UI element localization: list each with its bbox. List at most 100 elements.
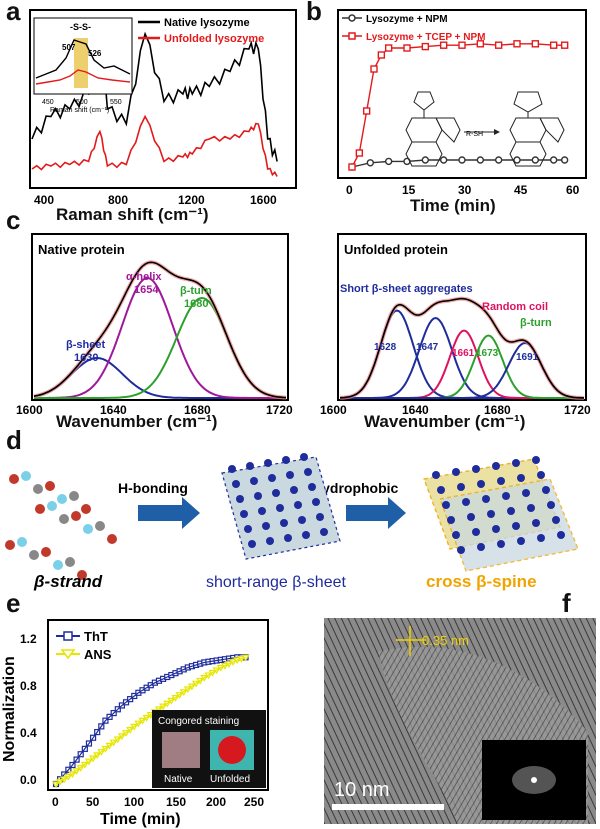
e-xtick-200: 200 bbox=[206, 795, 226, 809]
a-xtick-400: 400 bbox=[34, 193, 54, 207]
panel-a-chart: -S-S- 507 526 450 500 550 Raman shift (c… bbox=[29, 9, 297, 207]
panel-e-chart: ThT ANS Congored staining Native Unfolde… bbox=[1, 619, 269, 828]
unfolded-lysozyme-spectrum bbox=[31, 114, 278, 177]
inset-peak-526: 526 bbox=[88, 49, 102, 58]
strand-atom bbox=[29, 550, 39, 560]
e-xtick-250: 250 bbox=[244, 795, 264, 809]
tcep-npm-point bbox=[348, 163, 356, 171]
cl-xtick-1680: 1680 bbox=[184, 403, 211, 417]
strand-atom bbox=[77, 570, 87, 580]
npm-reaction-scheme bbox=[405, 91, 565, 167]
panel-c-left-chart: Native protein α-helix 1654 β-turn 1680 … bbox=[31, 233, 289, 401]
strand-atom bbox=[53, 560, 63, 570]
unfolded-stain-label: Unfolded bbox=[210, 774, 250, 785]
spine-atom bbox=[482, 495, 490, 503]
b-xtick-45: 45 bbox=[514, 183, 528, 197]
sheet-atom bbox=[236, 495, 244, 503]
hydrophobic-arrow bbox=[346, 497, 406, 529]
panel-c-left-xticks: 1600 1640 1680 1720 bbox=[16, 403, 293, 417]
strand-atom bbox=[41, 547, 51, 557]
spine-atom bbox=[547, 501, 555, 509]
npm-point bbox=[384, 157, 393, 166]
tcep-npm-point bbox=[384, 44, 393, 52]
legend-tht-label: ThT bbox=[84, 629, 108, 644]
spine-atom bbox=[437, 486, 445, 494]
a-xtick-1200: 1200 bbox=[178, 193, 205, 207]
npm-point bbox=[458, 156, 466, 164]
native-stain-square bbox=[162, 732, 200, 768]
hydrophobic-label: Hydrophobic bbox=[312, 480, 399, 496]
sheet-atom bbox=[258, 507, 266, 515]
beta-sheet-value: 1630 bbox=[74, 352, 98, 364]
panel-c-right-xticks: 1600 1640 1680 1720 bbox=[320, 403, 591, 417]
spine-atom bbox=[467, 513, 475, 521]
legend-native-label: Native lysozyme bbox=[164, 17, 250, 29]
spine-atom bbox=[557, 531, 565, 539]
scale-bar bbox=[332, 804, 444, 810]
spine-atom bbox=[452, 468, 460, 476]
tcep-npm-point bbox=[476, 40, 485, 48]
component-peak-1654 bbox=[34, 276, 286, 399]
sheet-atom bbox=[308, 483, 316, 491]
strand-atom bbox=[21, 471, 31, 481]
cr-xtick-1600: 1600 bbox=[320, 403, 347, 417]
spine-atom bbox=[497, 540, 505, 548]
sheet-atom bbox=[294, 501, 302, 509]
inset-unfolded-curve bbox=[35, 69, 131, 85]
b-xtick-0: 0 bbox=[346, 183, 353, 197]
strand-atom bbox=[95, 521, 105, 531]
sheet-atom bbox=[246, 462, 254, 470]
strand-atom bbox=[81, 504, 91, 514]
legend-npm-label: Lysozyme + NPM bbox=[366, 14, 448, 25]
alpha-helix-label: α-helix bbox=[126, 271, 162, 283]
inset-tick-550: 550 bbox=[110, 99, 122, 106]
strand-atom bbox=[65, 557, 75, 567]
cross-spine-plane-2 bbox=[439, 478, 579, 572]
spine-atom bbox=[527, 504, 535, 512]
sheet-atom bbox=[316, 513, 324, 521]
short-range-sheet-caption: short-range β-sheet bbox=[206, 574, 346, 591]
unfolded-beta-turn-label: β-turn bbox=[520, 317, 552, 329]
inset-peak-507: 507 bbox=[62, 43, 76, 52]
npm-point bbox=[560, 156, 569, 164]
disulfide-band bbox=[74, 38, 88, 88]
beta-turn-value: 1680 bbox=[184, 298, 208, 310]
e-xtick-150: 150 bbox=[166, 795, 186, 809]
tcep-npm-point bbox=[549, 41, 558, 49]
peak-1673: 1673 bbox=[476, 348, 499, 359]
npm-point bbox=[549, 156, 558, 164]
short-range-sheet-chains bbox=[228, 453, 328, 548]
tcep-npm-line bbox=[351, 43, 565, 168]
panel-b-chart: Lysozyme + NPM Lysozyme + TCEP + NPM R-S… bbox=[337, 9, 587, 197]
a-xtick-800: 800 bbox=[108, 193, 128, 207]
spine-atom bbox=[512, 459, 520, 467]
sheet-atom bbox=[276, 504, 284, 512]
sheet-atom bbox=[272, 489, 280, 497]
npm-point bbox=[494, 156, 503, 164]
sheet-atom bbox=[250, 477, 258, 485]
peak-1661: 1661 bbox=[452, 348, 475, 359]
spine-atom bbox=[457, 483, 465, 491]
spine-atom bbox=[502, 492, 510, 500]
panel-e-ylabel: Normalization bbox=[1, 656, 18, 762]
npm-point bbox=[366, 159, 375, 167]
legend-npm-marker bbox=[348, 14, 356, 22]
spine-atom bbox=[452, 531, 460, 539]
spine-atom bbox=[497, 477, 505, 485]
strand-atom bbox=[35, 504, 45, 514]
tcep-npm-point bbox=[355, 149, 364, 157]
h-bonding-label: H-bonding bbox=[118, 480, 188, 496]
strand-atom bbox=[45, 481, 55, 491]
npm-point bbox=[531, 156, 540, 164]
npm-point bbox=[421, 156, 430, 164]
b-xtick-30: 30 bbox=[458, 183, 472, 197]
random-coil-label: Random coil bbox=[482, 301, 548, 313]
spine-atom bbox=[512, 522, 520, 530]
beta-strand-caption: β-strand bbox=[33, 572, 103, 591]
tcep-npm-point bbox=[362, 107, 371, 115]
strand-atom bbox=[107, 534, 117, 544]
cr-xtick-1640: 1640 bbox=[402, 403, 429, 417]
sheet-atom bbox=[312, 498, 320, 506]
alpha-helix-value: 1654 bbox=[134, 284, 159, 296]
beta-strand-molecules bbox=[5, 471, 117, 580]
